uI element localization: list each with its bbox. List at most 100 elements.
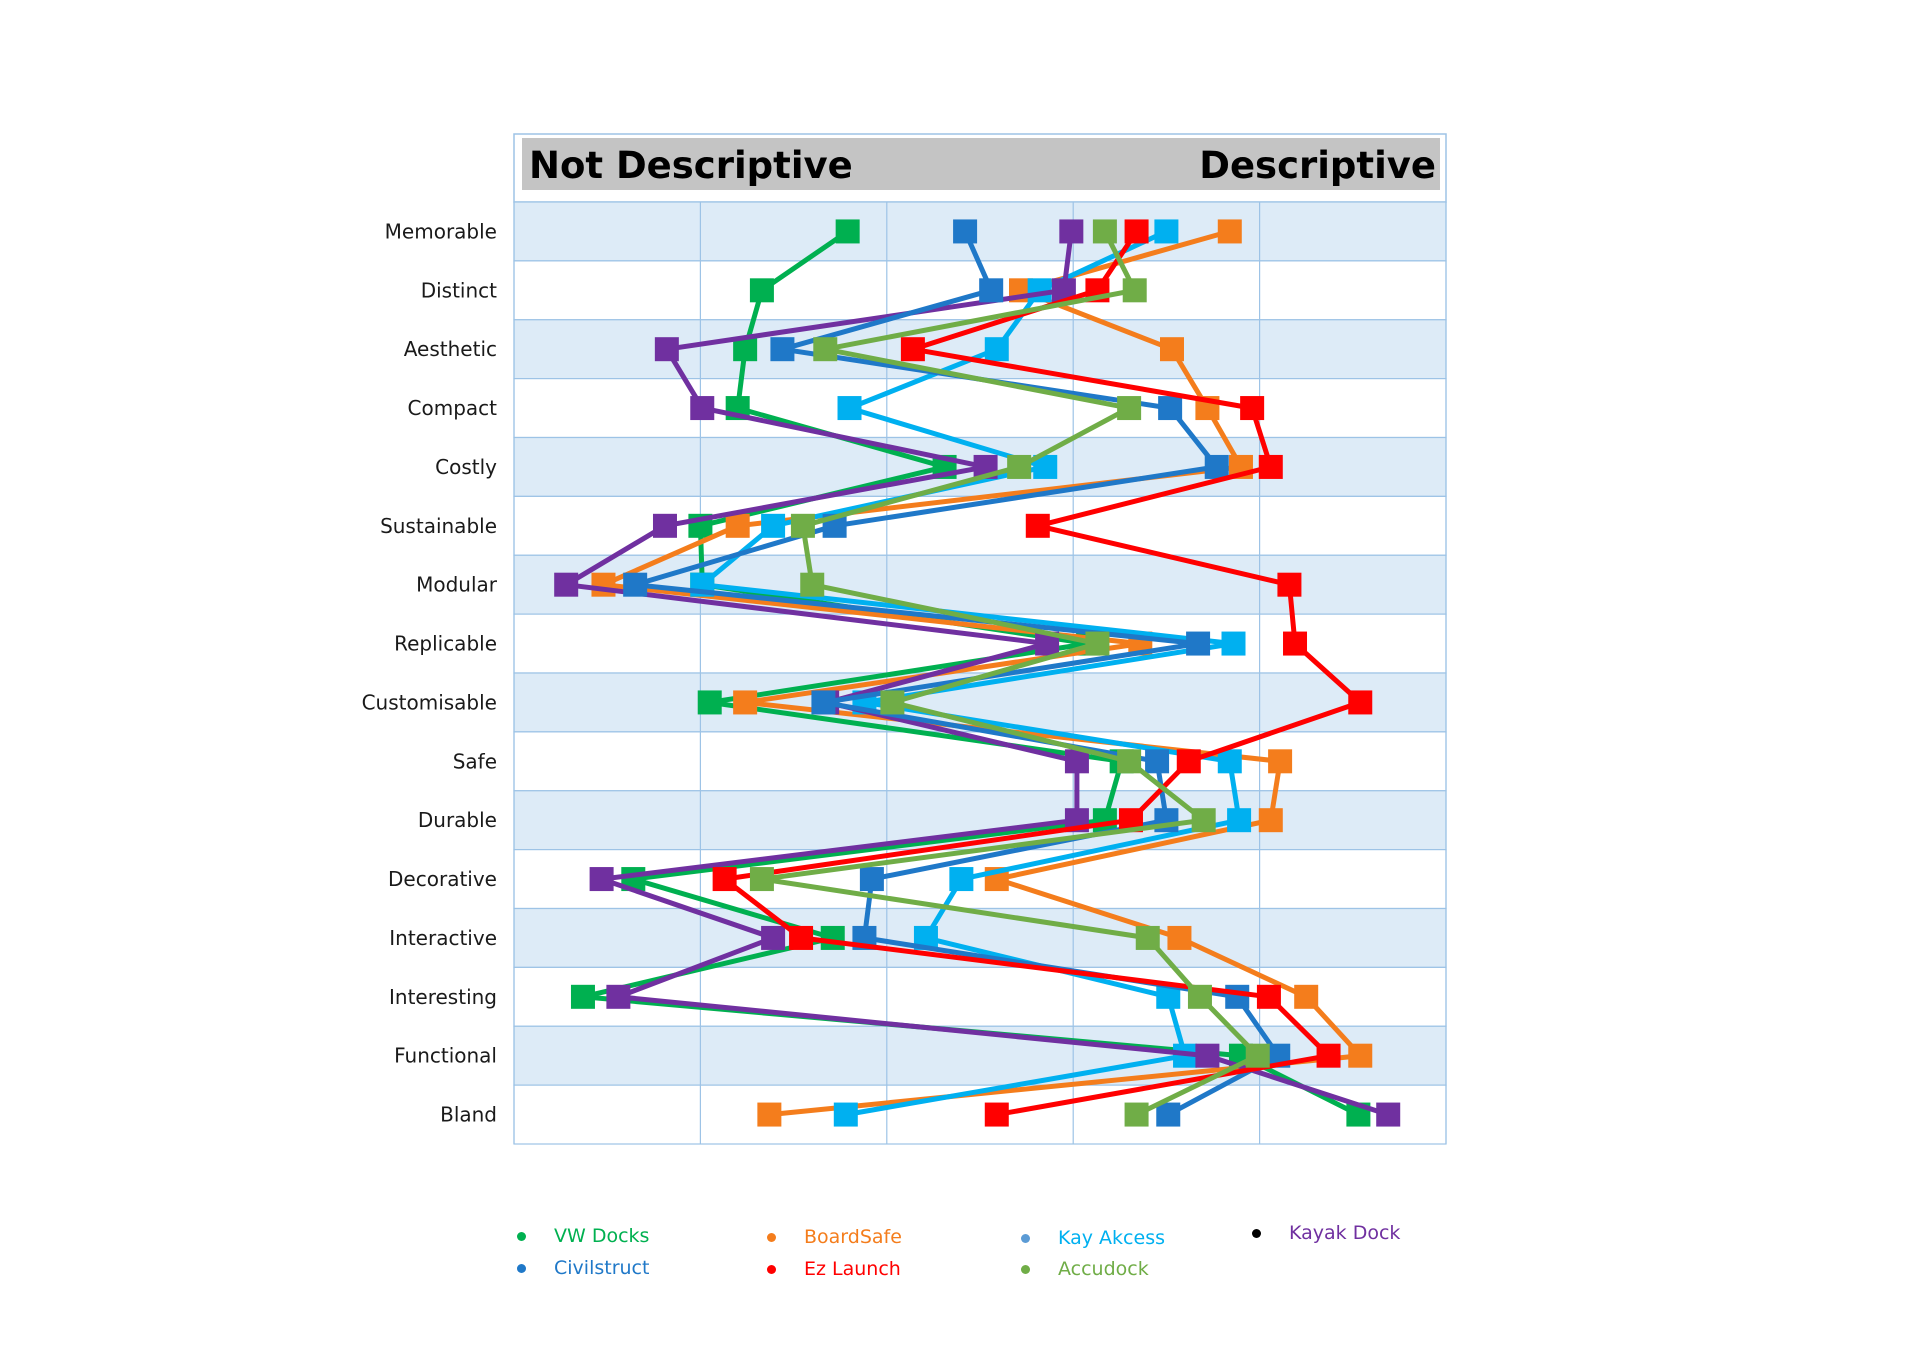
legend-item: BoardSafe — [767, 1226, 902, 1248]
header-right-label: Descriptive — [1199, 144, 1436, 187]
data-point — [623, 572, 648, 597]
data-point — [835, 219, 860, 244]
legend-item: Ez Launch — [767, 1258, 901, 1280]
category-label: Compact — [408, 396, 498, 420]
data-point — [859, 867, 884, 892]
category-label: Safe — [453, 749, 497, 773]
category-label: Interesting — [389, 985, 497, 1009]
legend-marker — [767, 1232, 776, 1242]
data-point — [1204, 454, 1229, 479]
data-point — [725, 513, 750, 538]
row-band — [513, 201, 1447, 262]
data-point — [1277, 572, 1302, 597]
data-point — [554, 572, 579, 597]
data-point — [697, 690, 722, 715]
data-point — [1117, 396, 1142, 421]
data-point — [880, 690, 905, 715]
data-point — [800, 572, 825, 597]
data-point — [789, 925, 814, 950]
data-point — [749, 867, 774, 892]
legend-marker — [1021, 1233, 1030, 1243]
data-point — [1245, 1043, 1270, 1068]
data-point — [900, 337, 925, 362]
data-point — [1059, 219, 1084, 244]
data-point — [1117, 749, 1142, 774]
category-label: Replicable — [394, 632, 497, 656]
data-point — [1217, 219, 1242, 244]
data-point — [790, 513, 815, 538]
legend-label: Kay Akcess — [1058, 1227, 1165, 1249]
data-point — [570, 984, 595, 1009]
data-point — [1240, 396, 1265, 421]
data-point — [1187, 984, 1212, 1009]
category-label: Interactive — [389, 926, 497, 950]
legend-label: Kayak Dock — [1289, 1222, 1401, 1244]
data-point — [813, 337, 838, 362]
category-label: Customisable — [362, 690, 497, 714]
data-point — [1135, 925, 1160, 950]
data-point — [1217, 749, 1242, 774]
series-line — [580, 229, 1360, 1117]
legend-label: BoardSafe — [804, 1226, 902, 1248]
data-point — [1316, 1043, 1341, 1068]
data-point — [979, 278, 1004, 303]
data-point — [1195, 1043, 1220, 1068]
data-point — [1348, 1043, 1373, 1068]
category-label: Distinct — [421, 278, 497, 302]
data-point — [833, 1102, 858, 1127]
category-labels: Memorable Distinct Aesthetic Compact Costly S… — [362, 219, 498, 1126]
category-label: Decorative — [388, 867, 497, 891]
data-point — [652, 513, 677, 538]
data-point — [953, 219, 978, 244]
data-point — [820, 925, 845, 950]
data-point — [1064, 749, 1089, 774]
data-point — [837, 396, 862, 421]
legend-marker — [517, 1231, 526, 1241]
category-label: Modular — [416, 573, 498, 597]
data-point — [1348, 690, 1373, 715]
data-point — [1227, 808, 1252, 833]
header-left-label: Not Descriptive — [529, 144, 853, 187]
data-point — [1025, 513, 1050, 538]
data-point — [757, 1102, 782, 1127]
data-point — [1258, 454, 1283, 479]
legend-marker — [1021, 1264, 1030, 1274]
data-point — [1258, 808, 1283, 833]
data-point — [1376, 1102, 1401, 1127]
data-point — [690, 396, 715, 421]
data-point — [984, 337, 1009, 362]
data-point — [1283, 631, 1308, 656]
data-point — [770, 337, 795, 362]
data-point — [654, 337, 679, 362]
data-point — [1176, 749, 1201, 774]
legend-marker — [517, 1263, 526, 1273]
series-lines — [554, 219, 1401, 1127]
data-point — [1225, 984, 1250, 1009]
chart-header: Not Descriptive Descriptive — [522, 138, 1440, 190]
data-point — [1124, 219, 1149, 244]
category-label: Memorable — [385, 219, 497, 243]
legend-item: VW Docks — [517, 1225, 649, 1247]
data-point — [1167, 925, 1192, 950]
category-label: Sustainable — [380, 514, 497, 538]
series-line — [563, 231, 1389, 1117]
data-point — [811, 690, 836, 715]
data-point — [1122, 278, 1147, 303]
legend-item: Civilstruct — [517, 1257, 649, 1279]
series-line — [722, 230, 1363, 1118]
data-point — [1158, 396, 1183, 421]
legend-label: VW Docks — [554, 1225, 650, 1247]
series-accudock — [749, 219, 1270, 1127]
header-bar — [522, 138, 1440, 190]
row-band — [513, 378, 1447, 439]
data-point — [1186, 631, 1211, 656]
data-point — [1145, 749, 1170, 774]
data-point — [1294, 984, 1319, 1009]
legend-item: Accudock — [1021, 1258, 1149, 1280]
data-point — [984, 1102, 1009, 1127]
data-point — [761, 925, 786, 950]
data-point — [1159, 337, 1184, 362]
data-point — [733, 690, 758, 715]
data-point — [1268, 749, 1293, 774]
